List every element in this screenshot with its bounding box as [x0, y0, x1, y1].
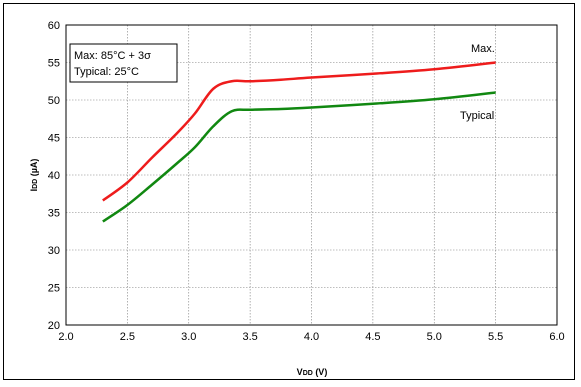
plot-area [65, 24, 558, 326]
series-line-typical [102, 91, 496, 223]
y-tick-label: 25 [48, 283, 60, 295]
y-tick-label: 35 [48, 208, 60, 220]
annotation-box: Max: 85°C + 3σ Typical: 25°C [69, 43, 178, 83]
y-axis-label: IDD (µA) [29, 159, 39, 192]
y-tick-label: 30 [48, 245, 60, 257]
x-tick-label: 3.5 [242, 331, 257, 343]
series-label-typical: Typical [460, 110, 494, 122]
y-tick-label: 60 [48, 20, 60, 32]
y-tick-label: 45 [48, 133, 60, 145]
series-line-max [102, 61, 496, 202]
x-tick-label: 6.0 [549, 331, 564, 343]
annotation-line-2: Typical: 25°C [74, 66, 139, 78]
x-tick-label: 4.0 [304, 331, 319, 343]
x-tick-label: 4.5 [365, 331, 380, 343]
y-tick-label: 55 [48, 58, 60, 70]
y-tick-label: 50 [48, 95, 60, 107]
tick-labels: 2.0 2.5 3.0 3.5 4.0 4.5 5.0 5.5 6.0 20 25 30 35 40 45 5… [48, 20, 565, 343]
x-tick-label: 2.0 [58, 331, 73, 343]
x-tick-label: 5.0 [427, 331, 442, 343]
y-tick-label: 20 [48, 320, 60, 332]
x-axis-label: VDD (V) [297, 367, 328, 377]
series-label-max: Max. [471, 43, 495, 55]
x-tick-label: 3.0 [181, 331, 196, 343]
series-lines [102, 61, 496, 223]
annotation-line-1: Max: 85°C + 3σ [74, 50, 151, 62]
grid [66, 25, 557, 325]
x-tick-label: 2.5 [120, 331, 135, 343]
x-tick-label: 5.5 [488, 331, 503, 343]
y-tick-label: 40 [48, 170, 60, 182]
